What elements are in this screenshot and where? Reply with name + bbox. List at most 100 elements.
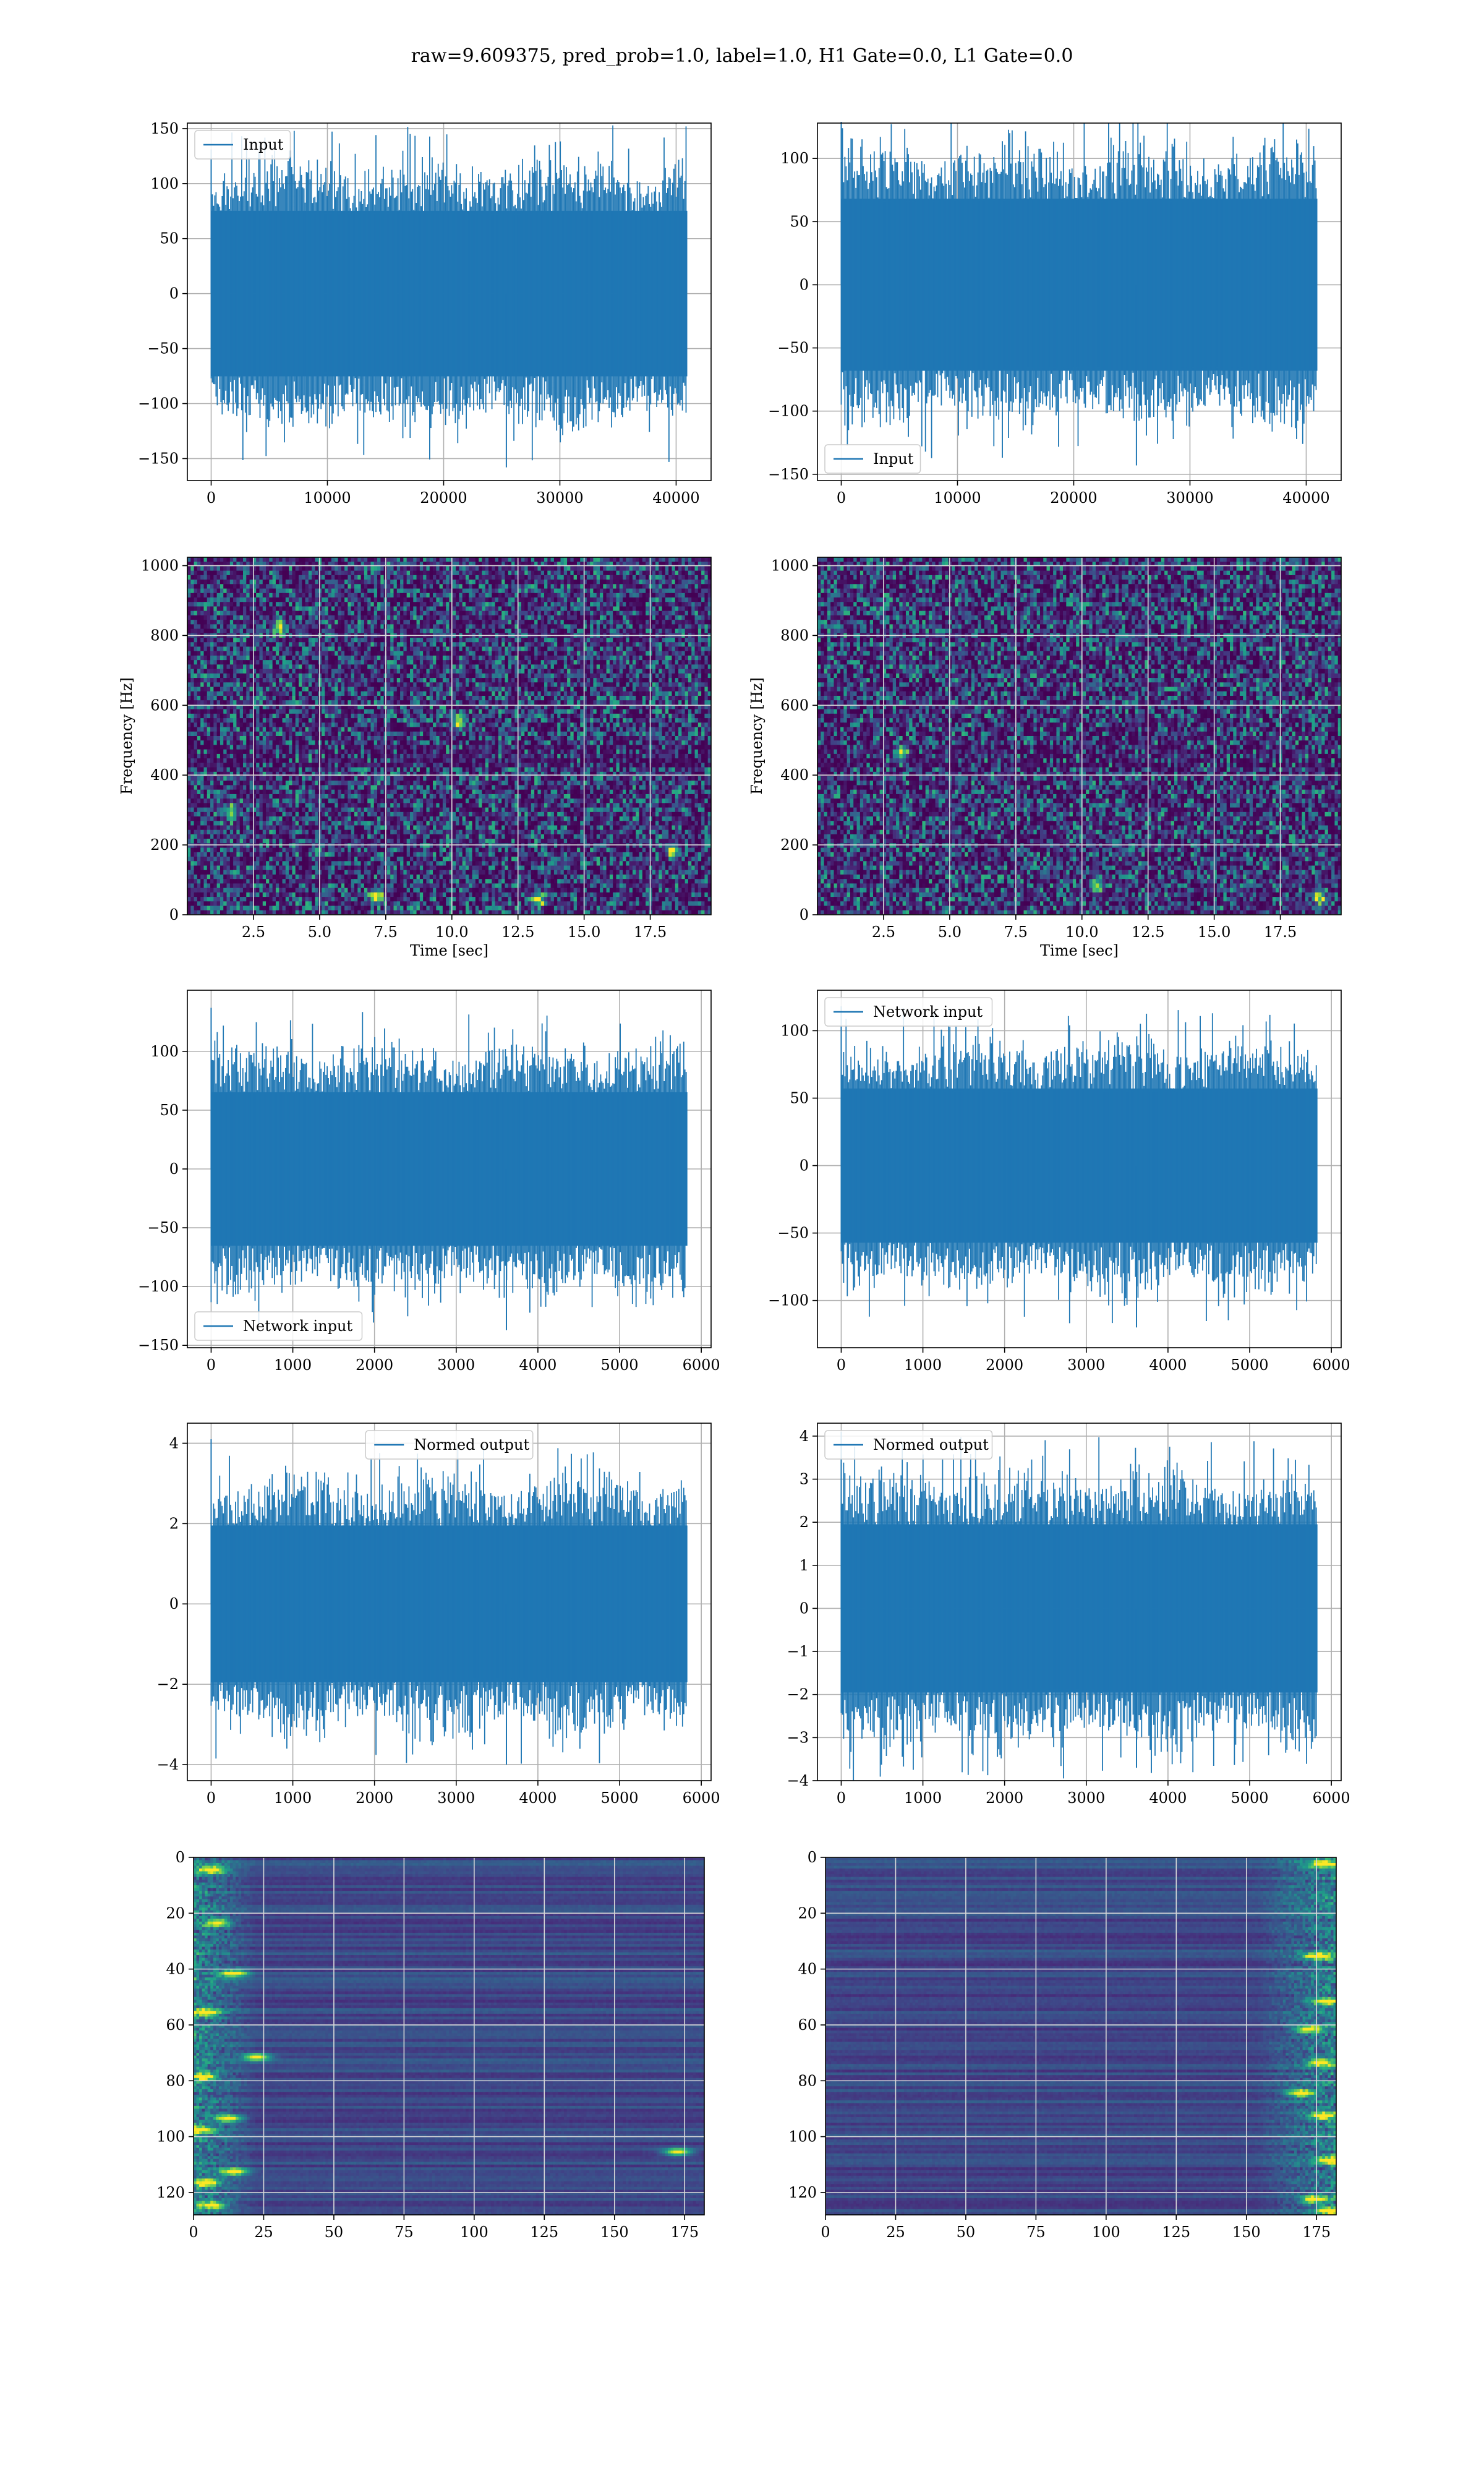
x-tick-label: 6000 (683, 1356, 720, 1374)
y-tick-label: 20 (798, 1904, 817, 1922)
x-tick-label: 17.5 (1264, 923, 1297, 941)
y-tick-label: 2 (800, 1513, 809, 1531)
y-tick-label: 100 (788, 2128, 817, 2146)
legend-label: Normed output (873, 1436, 989, 1453)
y-tick-label: −50 (777, 340, 809, 357)
x-axis-label: Time [sec] (1040, 942, 1119, 959)
y-tick-label: 0 (169, 1160, 179, 1178)
x-tick-label: 3000 (437, 1789, 475, 1807)
y-tick-label: −150 (768, 466, 809, 483)
x-tick-label: 0 (207, 489, 216, 507)
x-tick-label: 125 (1162, 2224, 1190, 2241)
x-tick-label: 6000 (1313, 1356, 1350, 1374)
legend-label: Network input (873, 1003, 983, 1021)
h1-spectrogram-panel: 2.5 5.0 7.5 10.0 12.5 15.0 17.5020040060080010… (118, 557, 712, 959)
y-tick-label: 100 (150, 1043, 179, 1060)
y-tick-label: 100 (150, 175, 179, 192)
y-tick-label: 1000 (771, 557, 809, 575)
legend-label: Input (243, 136, 284, 153)
x-tick-label: 25 (254, 2224, 273, 2241)
y-tick-label: 50 (790, 213, 809, 230)
x-tick-label: 0 (837, 1789, 846, 1807)
x-tick-label: 1000 (274, 1356, 312, 1374)
y-tick-label: 150 (150, 120, 179, 137)
x-tick-label: 6000 (1313, 1789, 1350, 1807)
y-tick-label: 40 (166, 1961, 185, 1978)
x-tick-label: 5.0 (308, 923, 331, 941)
y-tick-label: 80 (798, 2072, 817, 2089)
y-tick-label: 100 (780, 1022, 809, 1039)
y-tick-label: 120 (156, 2184, 185, 2201)
x-tick-label: 4000 (1149, 1356, 1187, 1374)
x-tick-label: 10.0 (435, 923, 468, 941)
x-tick-label: 10000 (934, 489, 981, 507)
x-tick-label: 10.0 (1065, 923, 1098, 941)
x-tick-label: 4000 (519, 1356, 556, 1374)
y-tick-label: −3 (787, 1729, 809, 1746)
x-tick-label: 2000 (986, 1789, 1023, 1807)
x-tick-label: 30000 (1166, 489, 1213, 507)
y-tick-label: 100 (156, 2128, 185, 2146)
x-tick-label: 2000 (356, 1789, 393, 1807)
y-tick-label: −150 (138, 1337, 179, 1354)
x-tick-label: 0 (207, 1356, 216, 1374)
x-tick-label: 5000 (600, 1789, 638, 1807)
x-tick-label: 0 (821, 2224, 830, 2241)
y-tick-label: 50 (160, 1102, 179, 1119)
x-tick-label: 4000 (1149, 1789, 1187, 1807)
x-tick-label: 15.0 (568, 923, 600, 941)
l1-input-panel: 0 10000 20000 30000 40000−150−100−50050100In… (768, 109, 1341, 507)
y-tick-label: 0 (800, 1157, 809, 1175)
y-axis-label: Frequency [Hz] (748, 677, 765, 795)
x-tick-label: 12.5 (1132, 923, 1164, 941)
y-tick-label: −50 (777, 1225, 809, 1242)
y-tick-label: 0 (169, 1595, 179, 1612)
y-tick-label: −50 (147, 1219, 179, 1236)
x-tick-label: 75 (394, 2224, 414, 2241)
y-tick-label: 400 (150, 766, 179, 784)
x-tick-label: 25 (886, 2224, 905, 2241)
y-tick-label: −4 (787, 1772, 809, 1789)
y-tick-label: 0 (169, 285, 179, 302)
y-tick-label: 0 (800, 1599, 809, 1617)
y-tick-label: 40 (798, 1961, 817, 1978)
y-tick-label: 600 (150, 696, 179, 714)
x-tick-label: 100 (1092, 2224, 1120, 2241)
y-tick-label: 2 (169, 1515, 179, 1532)
heatmap-cells (825, 1857, 1337, 2215)
y-tick-label: −50 (147, 340, 179, 357)
x-tick-label: 2.5 (872, 923, 895, 941)
y-tick-label: 200 (780, 836, 809, 854)
y-tick-label: −2 (787, 1686, 809, 1703)
y-tick-label: 0 (808, 1849, 817, 1866)
y-tick-label: 800 (780, 627, 809, 644)
x-tick-label: 6000 (683, 1789, 720, 1807)
x-tick-label: 10000 (304, 489, 351, 507)
y-tick-label: −100 (138, 395, 179, 413)
x-tick-label: 75 (1026, 2224, 1046, 2241)
heatmap-cells (187, 557, 712, 915)
y-tick-label: 0 (176, 1849, 185, 1866)
x-tick-label: 0 (207, 1789, 216, 1807)
x-tick-label: 40000 (652, 489, 699, 507)
x-tick-label: 20000 (420, 489, 467, 507)
x-tick-label: 125 (530, 2224, 558, 2241)
h1-input-panel: 0 10000 20000 30000 40000−150−100−5005010015… (138, 120, 711, 507)
l1-spectrogram-panel: 2.5 5.0 7.5 10.0 12.5 15.0 17.5020040060080010… (748, 557, 1342, 959)
y-tick-label: −4 (157, 1756, 179, 1773)
y-tick-label: 200 (150, 836, 179, 854)
y-tick-label: 400 (780, 766, 809, 784)
y-tick-label: 50 (160, 230, 179, 247)
x-tick-label: 3000 (1067, 1356, 1105, 1374)
y-tick-label: 4 (169, 1434, 179, 1452)
x-tick-label: 1000 (274, 1789, 312, 1807)
x-tick-label: 2000 (356, 1356, 393, 1374)
y-tick-label: 0 (169, 906, 179, 923)
y-tick-label: 60 (798, 2016, 817, 2034)
x-tick-label: 3000 (437, 1356, 475, 1374)
y-tick-label: 80 (166, 2072, 185, 2089)
x-tick-label: 0 (837, 1356, 846, 1374)
legend: Input (195, 131, 291, 159)
